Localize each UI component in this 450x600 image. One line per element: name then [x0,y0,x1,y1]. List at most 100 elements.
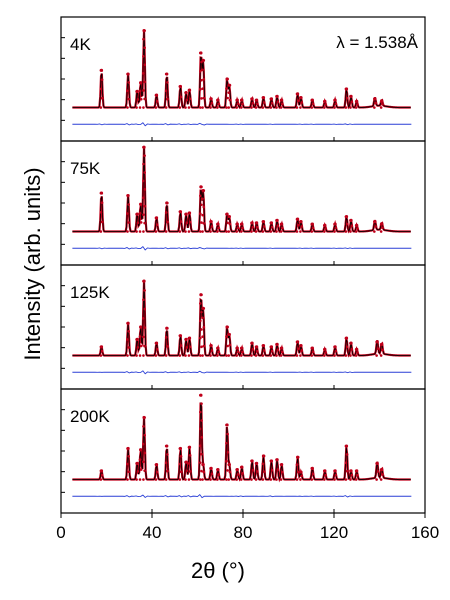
observed-peak-point [344,87,349,91]
observed-peak-point [154,463,159,467]
observed-point [296,347,300,351]
observed-point [100,201,104,204]
observed-peak-point [142,145,146,149]
observed-point [99,230,103,233]
observed-peak-point [380,222,384,226]
observed-point [323,354,326,357]
observed-point [210,472,214,476]
observed-point [296,470,300,474]
observed-peak-point [299,470,303,474]
observed-peak-point [349,218,353,222]
observed-point [201,68,204,72]
observed-point [323,478,326,481]
observed-peak-point [126,72,130,76]
observed-point [143,63,146,67]
observed-peak-point [240,222,244,226]
observed-point [99,478,103,481]
observed-peak-point [225,423,229,427]
observed-point [262,101,266,104]
observed-peak-point [135,212,139,216]
observed-point [334,226,338,230]
observed-peak-point [255,98,259,102]
observed-point [179,220,183,223]
observed-point [349,230,352,233]
observed-point [143,433,146,437]
observed-peak-point [310,346,314,350]
observed-point [200,203,203,207]
observed-point [310,478,314,481]
observed-point [143,46,146,50]
observed-peak-point [323,347,327,351]
observed-point [250,354,253,357]
observed-point [138,89,142,93]
observed-point [225,354,228,357]
observed-profile [72,281,411,358]
observed-point [216,230,219,233]
observed-point [375,354,378,357]
observed-peak-point [99,68,104,72]
observed-point [251,348,254,351]
observed-point [187,462,191,465]
observed-peak-point [250,341,254,345]
observed-peak-point [201,463,205,467]
observed-point [279,478,283,481]
observed-point [280,226,284,230]
observed-point [356,103,359,106]
observed-peak-point [178,334,183,338]
observed-point [143,289,146,292]
observed-point [185,346,189,349]
observed-point [261,106,265,109]
observed-point [155,470,159,474]
observed-point [276,468,280,471]
observed-point [188,220,192,224]
observed-point [209,230,212,233]
observed-peak-point [373,97,377,101]
observed-point [311,350,315,354]
observed-point [356,473,359,477]
observed-peak-point [227,332,231,337]
observed-point [143,451,146,455]
observed-point [373,230,376,233]
observed-point [199,336,202,340]
observed-peak-point [184,91,188,95]
observed-peak-point [227,83,231,87]
observed-point [201,478,204,481]
observed-point [202,470,206,474]
observed-point [166,453,169,456]
observed-point [323,230,326,233]
observed-point [154,478,158,481]
observed-point [261,230,265,233]
observed-peak-point [199,393,203,397]
observed-peak-point [184,460,188,464]
panels-layer: 4K 75K 125K 200K [60,16,426,514]
observed-point [202,96,206,100]
observed-point [310,106,314,109]
observed-point [323,106,326,109]
observed-point [166,345,169,348]
observed-point [99,211,103,214]
observed-point [299,230,302,233]
observed-peak-point [250,221,254,225]
observed-point [187,230,191,233]
observed-point [143,221,146,225]
observed-point [138,106,142,109]
observed-point [276,100,280,104]
observed-peak-point [255,461,259,465]
observed-point [226,432,229,436]
observed-point [164,354,168,357]
observed-peak-point [227,463,231,467]
observed-peak-point [310,222,314,226]
observed-peak-point [235,346,239,350]
observed-peak-point [261,454,266,458]
observed-peak-point [201,306,205,310]
observed-point [187,478,191,481]
observed-point [200,419,203,422]
observed-peak-point [255,221,259,225]
observed-point [354,478,358,481]
observed-point [179,344,183,347]
observed-point [164,336,168,339]
observed-point [228,98,232,102]
observed-point [143,188,146,191]
observed-peak-point [261,220,266,224]
observed-point [270,101,274,105]
